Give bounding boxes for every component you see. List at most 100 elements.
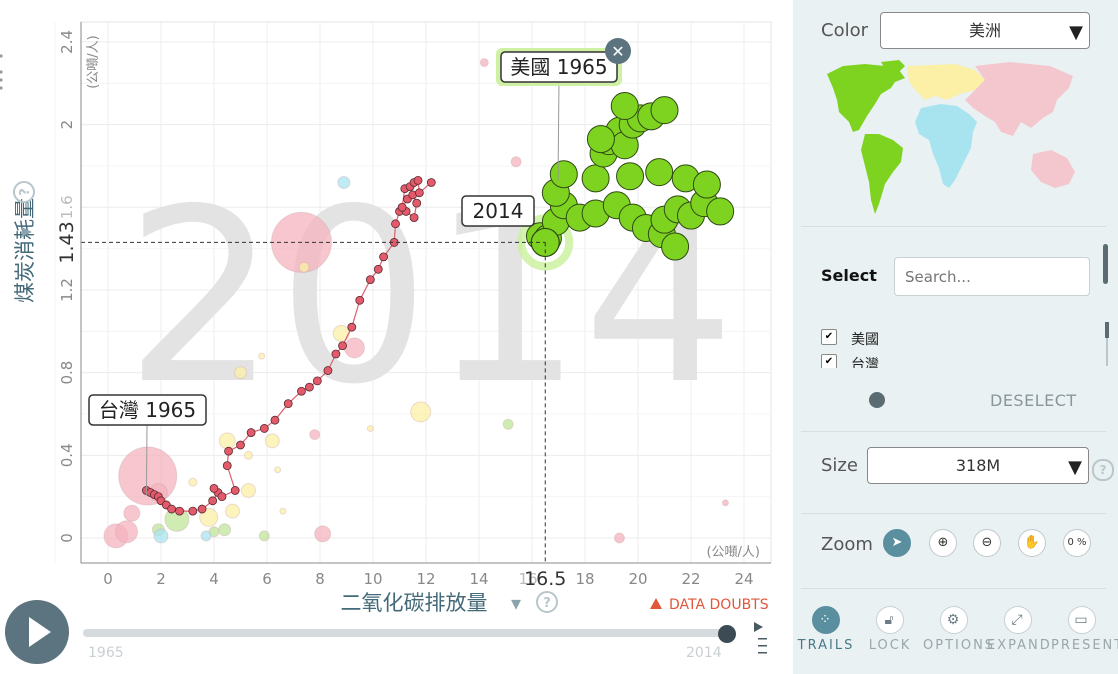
bubble[interactable] [123, 504, 141, 522]
trail-point[interactable] [246, 428, 256, 437]
bubble[interactable] [218, 523, 232, 537]
background-bubbles[interactable] [103, 58, 729, 549]
trail-point[interactable] [312, 376, 322, 386]
size-dropdown[interactable]: 318M ▼ [867, 447, 1089, 484]
bubble[interactable] [479, 58, 489, 68]
trail-point[interactable] [412, 198, 422, 208]
bubble[interactable] [410, 401, 432, 423]
trail-point[interactable] [397, 202, 407, 212]
taiwan-trail[interactable] [142, 176, 436, 516]
timeline-handle[interactable] [718, 625, 736, 643]
trail-point[interactable] [188, 506, 198, 516]
bubble[interactable] [510, 156, 522, 168]
usa-label[interactable]: 美國 1965 [500, 51, 618, 83]
trail-point[interactable] [365, 275, 375, 285]
y-axis-dropdown-icon[interactable]: ▾ [13, 227, 37, 237]
bubble[interactable] [721, 499, 729, 507]
color-dropdown[interactable]: 美洲 ▼ [880, 12, 1090, 49]
trail-point[interactable] [175, 506, 184, 516]
list-scrollbar-thumb[interactable] [1105, 322, 1109, 338]
trail-point[interactable] [208, 496, 218, 506]
trail-point[interactable] [414, 188, 424, 198]
bubble[interactable] [234, 366, 247, 380]
zoom-percent-button[interactable]: 0 % [1063, 529, 1091, 557]
bubble[interactable] [115, 520, 139, 544]
x-axis-label[interactable]: 二氧化碳排放量 [341, 591, 488, 615]
x-axis-dropdown-icon[interactable]: ▾ [511, 591, 521, 615]
map-asia-region[interactable] [965, 62, 1073, 136]
cursor-select-button[interactable]: ➤ [883, 529, 911, 557]
trail-point[interactable] [610, 91, 639, 120]
y-axis-title[interactable]: 煤炭消耗量 ▾ ? [13, 181, 37, 303]
trail-point[interactable] [236, 440, 245, 450]
close-icon[interactable] [605, 38, 631, 64]
list-item[interactable]: ✔ 台灣 [821, 352, 1091, 368]
close-label-button[interactable]: ✕ [605, 38, 631, 64]
trail-point[interactable] [355, 295, 365, 305]
zoom-out-button[interactable]: ⊖ [973, 529, 1001, 557]
trail-point[interactable] [413, 176, 423, 185]
deselect-dot-icon[interactable] [869, 392, 885, 408]
bubble[interactable] [218, 432, 236, 450]
map-oceania-region[interactable] [1031, 150, 1075, 188]
trail-point[interactable] [347, 322, 357, 332]
taiwan-label[interactable]: 台灣 1965 [88, 394, 207, 426]
trail-point[interactable] [692, 170, 721, 199]
timeline[interactable]: 1965 2014 [5, 600, 767, 664]
trail-point[interactable] [230, 486, 240, 495]
y-axis-help-icon[interactable] [13, 181, 35, 203]
x-axis-title[interactable]: 二氧化碳排放量 ▾ ? [341, 591, 558, 615]
bubble[interactable] [309, 429, 321, 441]
trail-point[interactable] [222, 461, 232, 471]
map-south-america-region[interactable] [861, 134, 903, 214]
trail-point[interactable] [586, 125, 615, 154]
map-greenland-region[interactable] [881, 60, 905, 74]
panel-scrollbar[interactable] [1103, 244, 1108, 284]
trail-point[interactable] [338, 341, 347, 351]
bubble[interactable] [200, 530, 212, 542]
search-input[interactable] [894, 257, 1090, 296]
trail-point[interactable] [197, 504, 207, 514]
map-europe-region[interactable] [907, 64, 985, 100]
trail-point[interactable] [645, 158, 674, 187]
bubble[interactable] [314, 525, 332, 543]
bubble[interactable] [258, 352, 266, 360]
bubble[interactable] [366, 424, 374, 432]
present-button[interactable]: ▭ PRESENT [1051, 606, 1118, 653]
y-axis-label[interactable]: 煤炭消耗量 [13, 198, 37, 303]
usa-bubbles[interactable] [517, 91, 735, 271]
bubble[interactable] [337, 175, 351, 189]
bubble[interactable] [153, 528, 169, 544]
bubble[interactable] [332, 324, 350, 342]
world-map[interactable] [825, 60, 1085, 220]
deselect-button[interactable]: DESELECT [990, 391, 1077, 410]
trail-point[interactable] [379, 252, 389, 262]
bubble[interactable] [240, 482, 256, 498]
bubble[interactable] [343, 337, 365, 359]
trail-point[interactable] [167, 504, 177, 514]
year-label[interactable]: 2014 [461, 195, 535, 227]
speed-control-icon[interactable] [754, 622, 767, 654]
side-handle-icon[interactable] [0, 54, 3, 90]
trail-point[interactable] [409, 213, 419, 223]
pan-hand-button[interactable]: ✋ [1018, 529, 1046, 557]
bubble[interactable] [274, 466, 282, 474]
list-scrollbar[interactable] [1106, 322, 1108, 366]
checkbox-checked-icon[interactable]: ✔ [821, 354, 837, 368]
bubble-labels[interactable]: 台灣 1965 美國 1965✕ 2014 [88, 38, 631, 496]
trail-point[interactable] [331, 349, 341, 359]
map-north-america-region[interactable] [827, 64, 905, 132]
bubble[interactable] [502, 418, 514, 430]
trail-point[interactable] [616, 162, 645, 191]
bubble[interactable] [118, 446, 178, 506]
trail-point[interactable] [373, 264, 383, 274]
trail-point[interactable] [217, 492, 227, 502]
trail-point[interactable] [224, 446, 233, 456]
size-help-icon[interactable]: ? [1092, 459, 1114, 481]
map-africa-region[interactable] [915, 104, 977, 188]
trail-point[interactable] [209, 483, 219, 493]
data-doubts-label[interactable]: DATA DOUBTS [669, 597, 769, 613]
trail-point[interactable] [650, 96, 679, 125]
trail-point[interactable] [391, 219, 400, 229]
checkbox-checked-icon[interactable]: ✔ [821, 329, 837, 345]
